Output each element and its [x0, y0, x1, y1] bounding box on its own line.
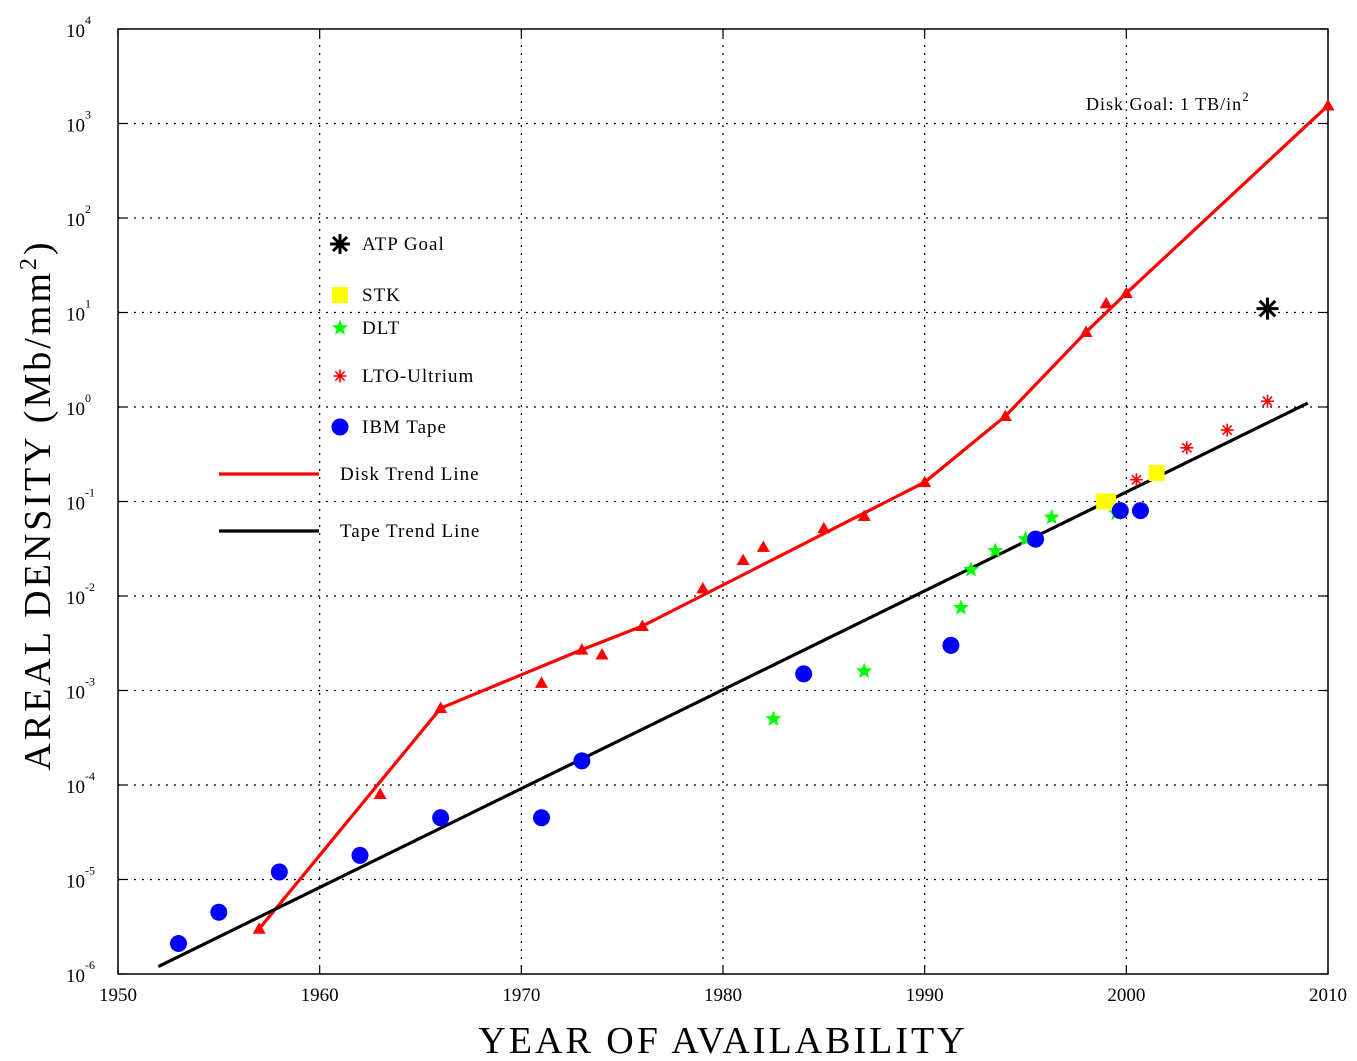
stk-point: [1148, 465, 1165, 482]
y-axis-title-close: ): [17, 239, 59, 255]
y-axis-title: AREAL DENSITY (Mb/mm2): [16, 239, 59, 770]
legend-stk-symbol: [332, 287, 348, 303]
y-tick-label: 10-3: [66, 675, 95, 704]
legend-tape-trend-line-label: Tape Trend Line: [340, 521, 480, 542]
disk-point: [635, 619, 649, 631]
dlt-point: [856, 662, 873, 679]
legend-dlt-label: DLT: [362, 318, 400, 339]
disk-point: [998, 409, 1012, 422]
disk-point: [595, 648, 609, 660]
ibm-tape-point: [795, 665, 813, 683]
dlt-point: [952, 599, 970, 615]
legend-dlt-symbol: [331, 319, 349, 335]
x-tick-label: 1980: [704, 985, 742, 1006]
x-tick-label: 1960: [301, 985, 339, 1006]
ibm-tape-point: [351, 846, 369, 864]
atp-goal-point: [1256, 297, 1279, 320]
dlt-point: [1043, 508, 1060, 525]
trend-lines: [157, 104, 1330, 968]
disk-point: [817, 521, 831, 534]
x-tick-label: 1970: [502, 985, 540, 1006]
dlt-point: [765, 710, 782, 726]
disk-point: [373, 787, 387, 800]
y-tick-label: 10-4: [66, 769, 95, 798]
dlt-point: [1017, 530, 1034, 546]
y-tick-label: 100: [66, 391, 91, 420]
disk-point: [696, 582, 710, 594]
x-tick-label: 2000: [1107, 985, 1145, 1006]
ibm-tape-point: [432, 809, 450, 827]
disk-point: [1119, 286, 1133, 299]
disk-point: [1099, 296, 1113, 309]
legend-atp-goal-symbol: [330, 234, 350, 254]
tape-trend-line: [157, 401, 1309, 968]
ibm-tape-point: [170, 935, 187, 953]
y-tick-label: 10-5: [66, 864, 95, 893]
disk-point: [252, 922, 266, 934]
disk-goal-annotation: Disk Goal: 1 TB/in2: [1086, 89, 1250, 114]
axis-ticks: 1950 1960 1970 1980 1990 2000 2010 10-6 10-5 10-4…: [66, 13, 1347, 1006]
legend-ibm-tape-label: IBM Tape: [362, 417, 447, 438]
x-tick-label: 1990: [906, 985, 944, 1006]
data-points: [170, 99, 1335, 953]
y-tick-label: 10-2: [66, 580, 95, 609]
disk-point: [434, 701, 448, 714]
disk-point: [736, 553, 750, 565]
dlt-point: [962, 561, 980, 577]
legend-disk-trend-line-label: Disk Trend Line: [340, 464, 480, 485]
ibm-tape-point: [1027, 530, 1045, 548]
ibm-tape-point: [1131, 502, 1149, 520]
y-tick-label: 10-6: [66, 958, 95, 987]
y-tick-label: 103: [66, 108, 91, 137]
y-axis-title-sup: 2: [16, 255, 42, 270]
lto-ultrium-point: [1261, 394, 1274, 408]
legend-ibm-tape-symbol: [331, 418, 349, 436]
disk-point: [535, 676, 548, 688]
disk-goal-text: Disk Goal: 1 TB/in: [1086, 94, 1242, 114]
disk-point: [1079, 325, 1093, 337]
y-axis-title-main: AREAL DENSITY (Mb/mm: [17, 270, 59, 771]
legend-lto-ultrium-symbol: [333, 369, 347, 383]
ibm-tape-point: [270, 863, 288, 881]
stk-point: [1100, 493, 1117, 510]
ibm-tape-point: [533, 809, 550, 827]
legend-atp-goal-label: ATP Goal: [362, 234, 445, 255]
disk-point: [1321, 99, 1335, 111]
y-tick-label: 10-1: [66, 486, 95, 515]
ibm-tape-point: [573, 752, 591, 770]
disk-point: [857, 509, 871, 522]
lto-ultrium-point: [1220, 423, 1234, 437]
legend-stk-label: STK: [362, 285, 401, 306]
legend-lto-ultrium-label: LTO-Ultrium: [362, 366, 474, 387]
legend: ATP Goal STK DLT LTO-Ultrium IBM Tape Disk Tr…: [219, 234, 480, 542]
lto-ultrium-point: [1129, 473, 1143, 487]
ibm-tape-point: [1111, 502, 1129, 520]
x-tick-label: 1950: [99, 985, 137, 1006]
disk-point: [575, 643, 589, 655]
ibm-tape-point: [210, 903, 228, 921]
dlt-point: [987, 542, 1004, 558]
disk-goal-sup: 2: [1242, 89, 1250, 104]
lto-ultrium-point: [1180, 441, 1194, 455]
grid: [118, 29, 1328, 974]
disk-point: [918, 475, 932, 488]
disk-trend-line: [257, 104, 1330, 930]
y-tick-label: 104: [66, 13, 91, 42]
y-tick-label: 102: [66, 202, 91, 231]
x-axis-title: YEAR OF AVAILABILITY: [478, 1020, 967, 1061]
ibm-tape-point: [942, 636, 960, 654]
disk-point: [756, 540, 770, 552]
y-tick-label: 101: [66, 297, 91, 326]
x-tick-label: 2010: [1309, 985, 1347, 1006]
